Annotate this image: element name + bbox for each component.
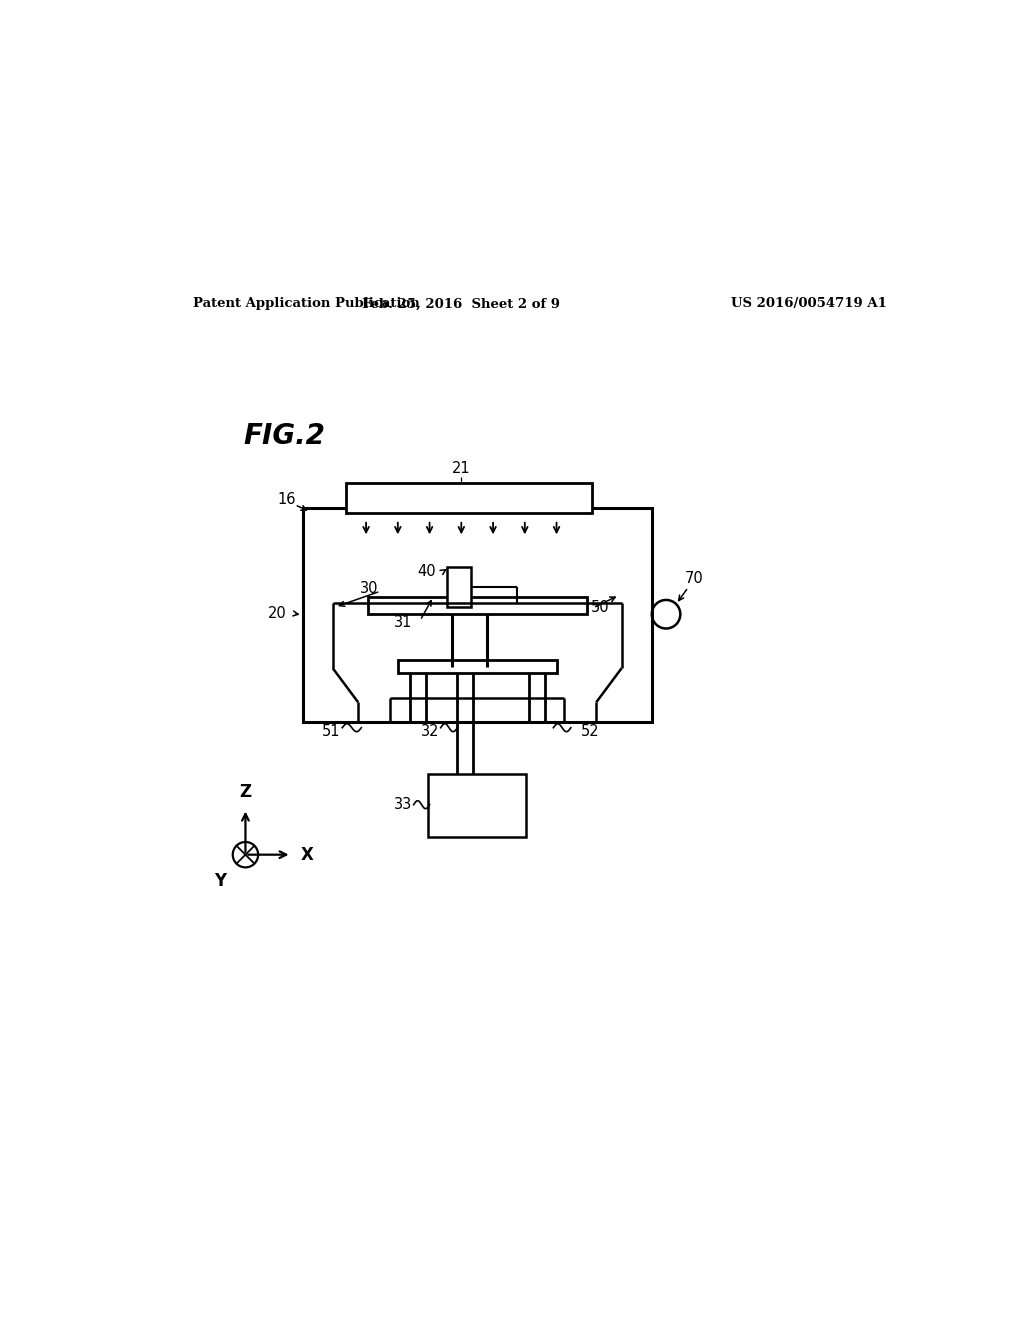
Bar [428, 774, 526, 837]
Text: 70: 70 [684, 570, 703, 586]
Text: Patent Application Publication: Patent Application Publication [194, 297, 420, 310]
Bar [397, 660, 557, 673]
Bar [447, 568, 471, 607]
Text: 40: 40 [418, 564, 436, 579]
Text: X: X [301, 846, 314, 863]
Bar [346, 483, 592, 513]
Text: FIG.2: FIG.2 [243, 422, 325, 450]
Text: Feb. 25, 2016  Sheet 2 of 9: Feb. 25, 2016 Sheet 2 of 9 [362, 297, 560, 310]
Text: 32: 32 [421, 725, 439, 739]
Text: 52: 52 [581, 725, 599, 739]
Text: 30: 30 [360, 581, 379, 597]
Text: 21: 21 [452, 461, 471, 477]
Bar [303, 508, 652, 722]
Text: 16: 16 [278, 492, 296, 507]
Text: 33: 33 [394, 797, 412, 812]
Text: US 2016/0054719 A1: US 2016/0054719 A1 [731, 297, 887, 310]
Text: 31: 31 [394, 615, 412, 630]
Text: 50: 50 [591, 601, 609, 615]
Text: Z: Z [240, 783, 252, 801]
Text: 20: 20 [268, 606, 287, 620]
Text: 51: 51 [323, 725, 341, 739]
Bar [368, 597, 587, 614]
Text: Y: Y [214, 873, 226, 890]
